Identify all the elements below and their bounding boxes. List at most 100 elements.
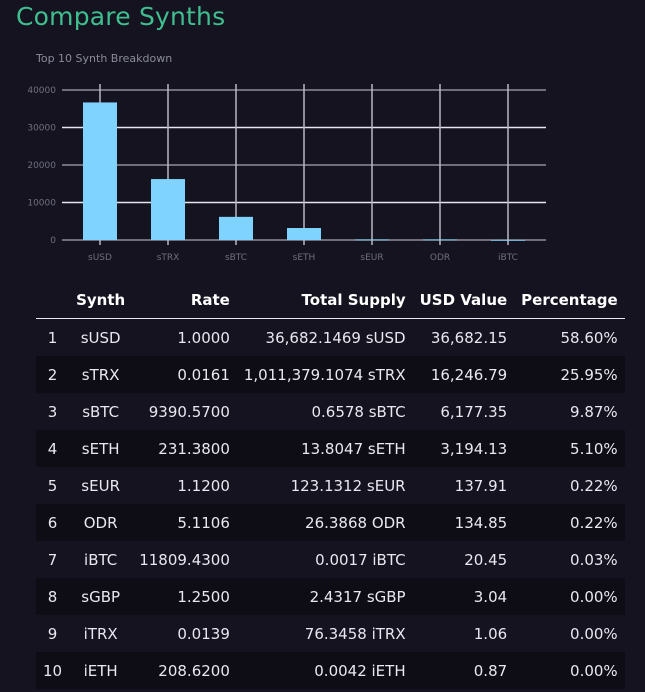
cell-rank: 1 — [36, 318, 70, 356]
bar-strx — [151, 179, 185, 240]
cell-percentage: 25.95% — [514, 356, 625, 393]
cell-usd-value: 16,246.79 — [412, 356, 515, 393]
table-row[interactable]: 6 ODR 5.1106 26.3868 ODR 134.85 0.22% — [36, 504, 625, 541]
cell-total-supply: 1,011,379.1074 sTRX — [236, 356, 413, 393]
cell-percentage: 0.00% — [514, 652, 625, 689]
cell-usd-value: 3.04 — [412, 578, 515, 615]
cell-percentage: 0.00% — [514, 615, 625, 652]
table-row[interactable]: 2 sTRX 0.0161 1,011,379.1074 sTRX 16,246.79 2… — [36, 356, 625, 393]
cell-rate: 0.0139 — [132, 615, 237, 652]
cell-rank: 3 — [36, 393, 70, 430]
cell-rate: 9390.5700 — [132, 393, 237, 430]
cell-rank: 5 — [36, 467, 70, 504]
bar-susd — [83, 102, 117, 240]
bar-seth — [287, 228, 321, 240]
cell-usd-value: 6,177.35 — [412, 393, 515, 430]
cell-synth: iTRX — [69, 615, 133, 652]
table-row[interactable]: 3 sBTC 9390.5700 0.6578 sBTC 6,177.35 9.87% — [36, 393, 625, 430]
cell-usd-value: 0.87 — [412, 652, 515, 689]
table-row[interactable]: 9 iTRX 0.0139 76.3458 iTRX 1.06 0.00% — [36, 615, 625, 652]
cell-rate: 1.2500 — [132, 578, 237, 615]
header-total-supply[interactable]: Total Supply — [236, 282, 413, 319]
cell-percentage: 9.87% — [514, 393, 625, 430]
cell-rank: 9 — [36, 615, 70, 652]
cell-synth: iBTC — [69, 541, 133, 578]
x-tick-label: sBTC — [225, 253, 247, 263]
x-tick-label: ODR — [430, 253, 450, 263]
cell-rank: 8 — [36, 578, 70, 615]
table-row[interactable]: 5 sEUR 1.1200 123.1312 sEUR 137.91 0.22% — [36, 467, 625, 504]
x-tick-label: sETH — [293, 253, 316, 263]
cell-synth: ODR — [69, 504, 133, 541]
synths-table: Synth Rate Total Supply USD Value Percen… — [36, 282, 625, 689]
y-tick-label: 40000 — [27, 86, 56, 96]
cell-rate: 1.0000 — [132, 318, 237, 356]
cell-synth: iETH — [69, 652, 133, 689]
y-tick-label: 20000 — [27, 161, 56, 171]
cell-total-supply: 36,682.1469 sUSD — [236, 318, 413, 356]
breakdown-chart: Top 10 Synth Breakdown 0 10000 20000 30000 4… — [0, 44, 645, 274]
cell-rank: 7 — [36, 541, 70, 578]
cell-total-supply: 13.8047 sETH — [236, 430, 413, 467]
cell-total-supply: 26.3868 ODR — [236, 504, 413, 541]
cell-total-supply: 0.0042 iETH — [236, 652, 413, 689]
cell-synth: sTRX — [69, 356, 133, 393]
bar-seur — [355, 239, 389, 241]
header-rank[interactable] — [36, 282, 70, 319]
table-row[interactable]: 4 sETH 231.3800 13.8047 sETH 3,194.13 5.10% — [36, 430, 625, 467]
cell-usd-value: 137.91 — [412, 467, 515, 504]
cell-synth: sBTC — [69, 393, 133, 430]
cell-rank: 2 — [36, 356, 70, 393]
cell-rank: 6 — [36, 504, 70, 541]
cell-rate: 231.3800 — [132, 430, 237, 467]
table-row[interactable]: 8 sGBP 1.2500 2.4317 sGBP 3.04 0.00% — [36, 578, 625, 615]
cell-total-supply: 2.4317 sGBP — [236, 578, 413, 615]
cell-usd-value: 20.45 — [412, 541, 515, 578]
cell-percentage: 58.60% — [514, 318, 625, 356]
cell-rate: 5.1106 — [132, 504, 237, 541]
header-percentage[interactable]: Percentage — [514, 282, 625, 319]
cell-rate: 1.1200 — [132, 467, 237, 504]
cell-synth: sETH — [69, 430, 133, 467]
cell-percentage: 0.22% — [514, 467, 625, 504]
x-tick-label: iBTC — [498, 253, 518, 263]
cell-percentage: 0.00% — [514, 578, 625, 615]
cell-synth: sEUR — [69, 467, 133, 504]
cell-usd-value: 36,682.15 — [412, 318, 515, 356]
page-title: Compare Synths — [16, 2, 226, 31]
header-usd-value[interactable]: USD Value — [412, 282, 515, 319]
table-row[interactable]: 10 iETH 208.6200 0.0042 iETH 0.87 0.00% — [36, 652, 625, 689]
chart-title: Top 10 Synth Breakdown — [36, 52, 173, 65]
y-tick-label: 10000 — [27, 199, 56, 209]
cell-usd-value: 1.06 — [412, 615, 515, 652]
y-tick-label: 30000 — [27, 124, 56, 134]
cell-synth: sUSD — [69, 318, 133, 356]
cell-rate: 11809.4300 — [132, 541, 237, 578]
cell-rank: 4 — [36, 430, 70, 467]
cell-total-supply: 76.3458 iTRX — [236, 615, 413, 652]
cell-synth: sGBP — [69, 578, 133, 615]
cell-rate: 208.6200 — [132, 652, 237, 689]
cell-total-supply: 123.1312 sEUR — [236, 467, 413, 504]
y-tick-label: 0 — [50, 236, 56, 246]
bar-odr — [423, 239, 457, 241]
bar-chart-svg: 0 10000 20000 30000 40000 sUSD sTRX sBTC sETH sEU… — [27, 84, 546, 263]
x-tick-label: sUSD — [88, 253, 112, 263]
cell-percentage: 0.03% — [514, 541, 625, 578]
cell-percentage: 0.22% — [514, 504, 625, 541]
table-row[interactable]: 1 sUSD 1.0000 36,682.1469 sUSD 36,682.15 58.6… — [36, 318, 625, 356]
table-row[interactable]: 7 iBTC 11809.4300 0.0017 iBTC 20.45 0.03% — [36, 541, 625, 578]
table-header-row: Synth Rate Total Supply USD Value Percen… — [36, 282, 625, 319]
bar-sbtc — [219, 216, 253, 240]
x-tick-label: sTRX — [157, 253, 180, 263]
header-rate[interactable]: Rate — [132, 282, 237, 319]
cell-usd-value: 134.85 — [412, 504, 515, 541]
cell-rate: 0.0161 — [132, 356, 237, 393]
x-tick-label: sEUR — [360, 253, 383, 263]
cell-total-supply: 0.6578 sBTC — [236, 393, 413, 430]
cell-percentage: 5.10% — [514, 430, 625, 467]
bar-ibtc — [491, 239, 525, 241]
cell-usd-value: 3,194.13 — [412, 430, 515, 467]
header-synth[interactable]: Synth — [69, 282, 133, 319]
cell-rank: 10 — [36, 652, 70, 689]
